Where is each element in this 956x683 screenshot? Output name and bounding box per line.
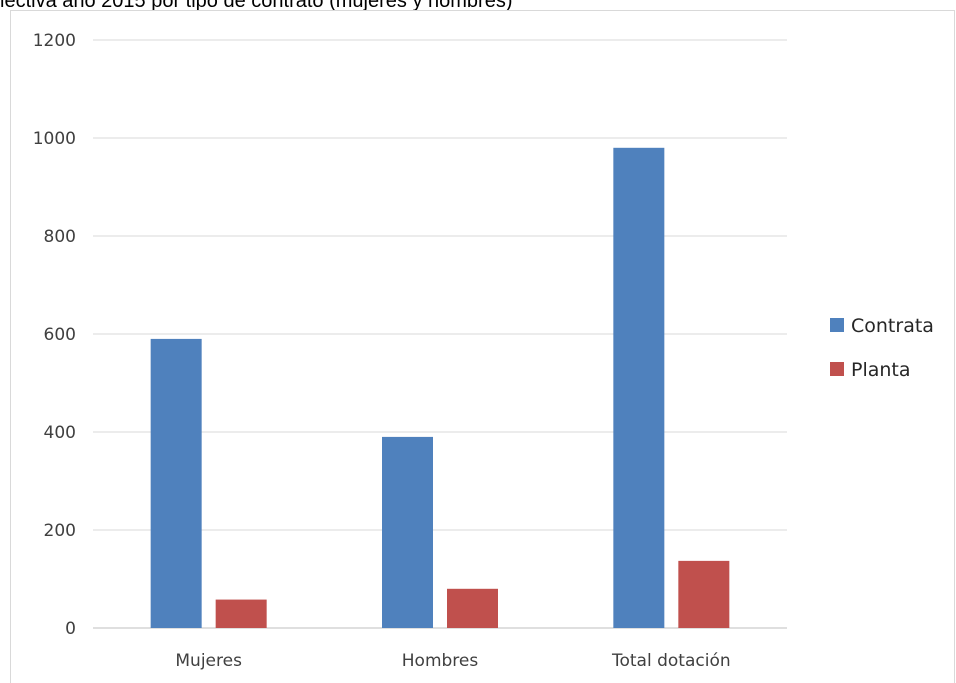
bar-contrata-1 bbox=[382, 437, 433, 628]
y-axis: 0 200 400 600 800 1000 1200 bbox=[33, 31, 76, 639]
x-tick-label: Total dotación bbox=[611, 651, 731, 671]
legend-label-planta: Planta bbox=[851, 359, 911, 381]
y-tick-label: 600 bbox=[44, 325, 76, 345]
bar-planta-2 bbox=[678, 561, 729, 628]
bar-contrata-2 bbox=[613, 148, 664, 628]
bar-planta-0 bbox=[216, 600, 267, 628]
x-tick-label: Mujeres bbox=[175, 651, 242, 671]
legend-swatch-planta bbox=[830, 362, 844, 376]
y-tick-label: 0 bbox=[65, 619, 76, 639]
y-tick-label: 400 bbox=[44, 423, 76, 443]
legend-swatch-contrata bbox=[830, 318, 844, 332]
x-axis: Mujeres Hombres Total dotación bbox=[175, 651, 730, 671]
legend-label-contrata: Contrata bbox=[851, 315, 934, 337]
y-tick-label: 1200 bbox=[33, 31, 76, 51]
bar-contrata-0 bbox=[151, 339, 202, 628]
x-tick-label: Hombres bbox=[402, 651, 479, 671]
bar-planta-1 bbox=[447, 589, 498, 628]
y-tick-label: 1000 bbox=[33, 129, 76, 149]
legend: Contrata Planta bbox=[830, 315, 934, 381]
bars bbox=[151, 148, 730, 628]
y-tick-label: 200 bbox=[44, 521, 76, 541]
y-tick-label: 800 bbox=[44, 227, 76, 247]
